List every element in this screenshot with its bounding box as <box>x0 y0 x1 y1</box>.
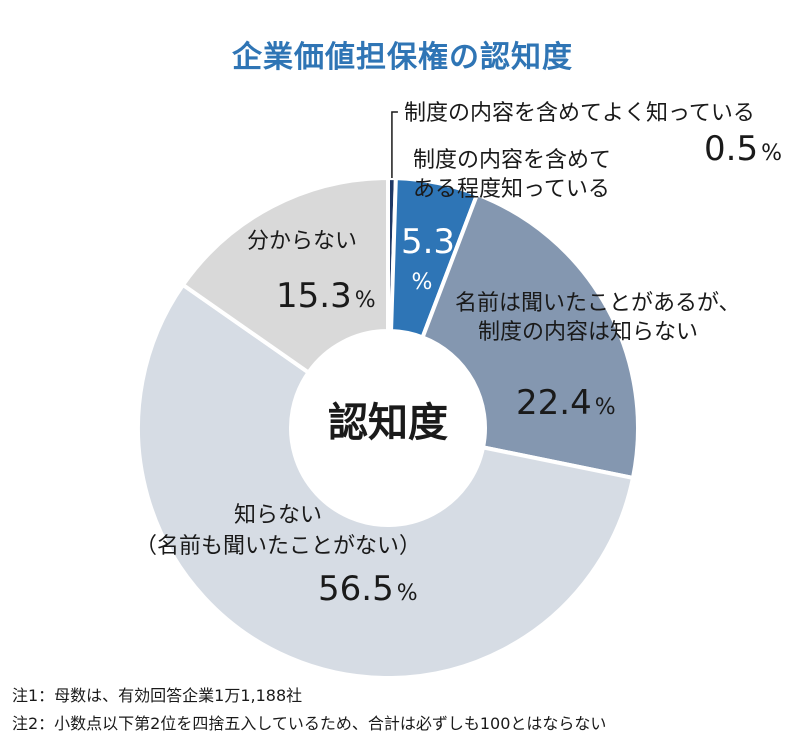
slice-4 <box>136 282 636 680</box>
note-1: 注1：母数は、有効回答企業1万1,188社 <box>12 686 303 705</box>
category-label-3: 名前は聞いたことがあるが、 <box>455 291 741 316</box>
value-label-5: 15.3% <box>276 276 376 316</box>
category-label-4b: （名前も聞いたことがない） <box>135 534 421 559</box>
leader-line-1 <box>391 111 398 179</box>
category-label-1: 制度の内容を含めてよく知っている <box>404 101 755 126</box>
center-label: 認知度 <box>328 400 448 446</box>
category-label-5: 分からない <box>247 229 357 254</box>
notes: 注1：母数は、有効回答企業1万1,188社 注2：小数点以下第2位を四捨五入して… <box>12 682 606 738</box>
category-label-2: 制度の内容を含めて <box>413 148 611 173</box>
value-label-3: 22.4% <box>516 383 616 423</box>
value-label-4: 56.5% <box>318 569 418 609</box>
value-label-2: 5.3 <box>401 222 455 262</box>
category-label-4: 知らない <box>234 503 322 528</box>
chart-title: 企業価値担保権の認知度 <box>232 40 573 75</box>
category-label-3b: 制度の内容は知らない <box>478 320 698 345</box>
value-label-1: 0.5% <box>704 129 782 169</box>
note-2: 注2：小数点以下第2位を四捨五入しているため、合計は必ずしも100とはならない <box>12 714 607 733</box>
slice-5 <box>180 175 390 376</box>
slice-3 <box>419 191 640 481</box>
category-label-2b: ある程度知っている <box>413 177 610 202</box>
value-unit-2: % <box>412 270 433 295</box>
